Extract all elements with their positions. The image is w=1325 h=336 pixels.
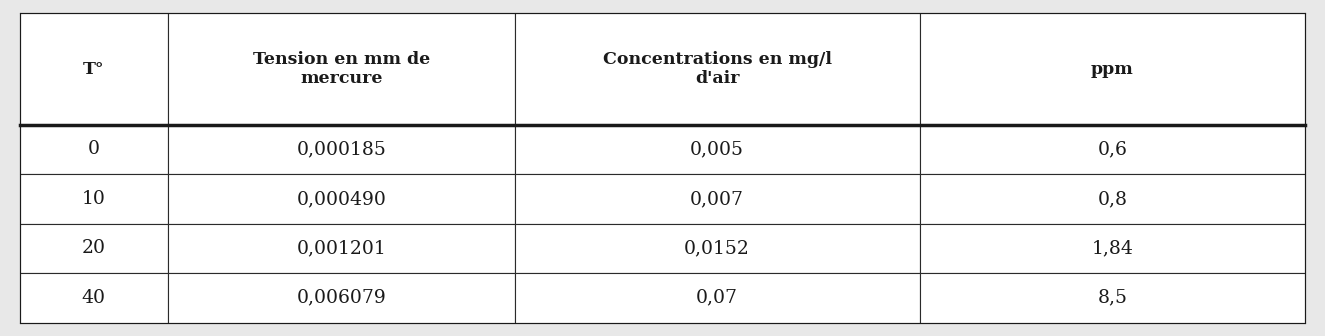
Text: Tension en mm de
mercure: Tension en mm de mercure <box>253 51 429 87</box>
Text: 0,07: 0,07 <box>696 289 738 307</box>
Text: 0,8: 0,8 <box>1097 190 1128 208</box>
Bar <box>168 273 514 323</box>
Text: 0,005: 0,005 <box>690 140 745 159</box>
Bar <box>920 224 1305 273</box>
Text: Concentrations en mg/l
d'air: Concentrations en mg/l d'air <box>603 51 832 87</box>
Bar <box>920 273 1305 323</box>
Bar <box>514 125 920 174</box>
Bar <box>514 174 920 224</box>
Text: 40: 40 <box>82 289 106 307</box>
Bar <box>920 13 1305 125</box>
Bar <box>168 224 514 273</box>
Text: 0,000185: 0,000185 <box>297 140 386 159</box>
Text: 0,6: 0,6 <box>1097 140 1128 159</box>
Text: 20: 20 <box>82 239 106 257</box>
Text: T°: T° <box>83 60 105 78</box>
Text: 8,5: 8,5 <box>1097 289 1128 307</box>
Bar <box>20 125 168 174</box>
Text: 0,007: 0,007 <box>690 190 745 208</box>
Bar <box>514 224 920 273</box>
Text: 0,000490: 0,000490 <box>297 190 386 208</box>
Bar <box>514 273 920 323</box>
Bar <box>514 13 920 125</box>
Text: 0: 0 <box>87 140 99 159</box>
Bar <box>168 125 514 174</box>
Text: 10: 10 <box>82 190 106 208</box>
Bar <box>168 174 514 224</box>
Text: ppm: ppm <box>1090 60 1134 78</box>
Bar <box>20 273 168 323</box>
Text: 0,001201: 0,001201 <box>297 239 386 257</box>
Text: 1,84: 1,84 <box>1092 239 1133 257</box>
Bar <box>920 174 1305 224</box>
Text: 0,006079: 0,006079 <box>297 289 386 307</box>
Bar <box>20 13 168 125</box>
Text: 0,0152: 0,0152 <box>684 239 750 257</box>
Bar <box>20 174 168 224</box>
Bar <box>920 125 1305 174</box>
Bar <box>168 13 514 125</box>
Bar <box>20 224 168 273</box>
